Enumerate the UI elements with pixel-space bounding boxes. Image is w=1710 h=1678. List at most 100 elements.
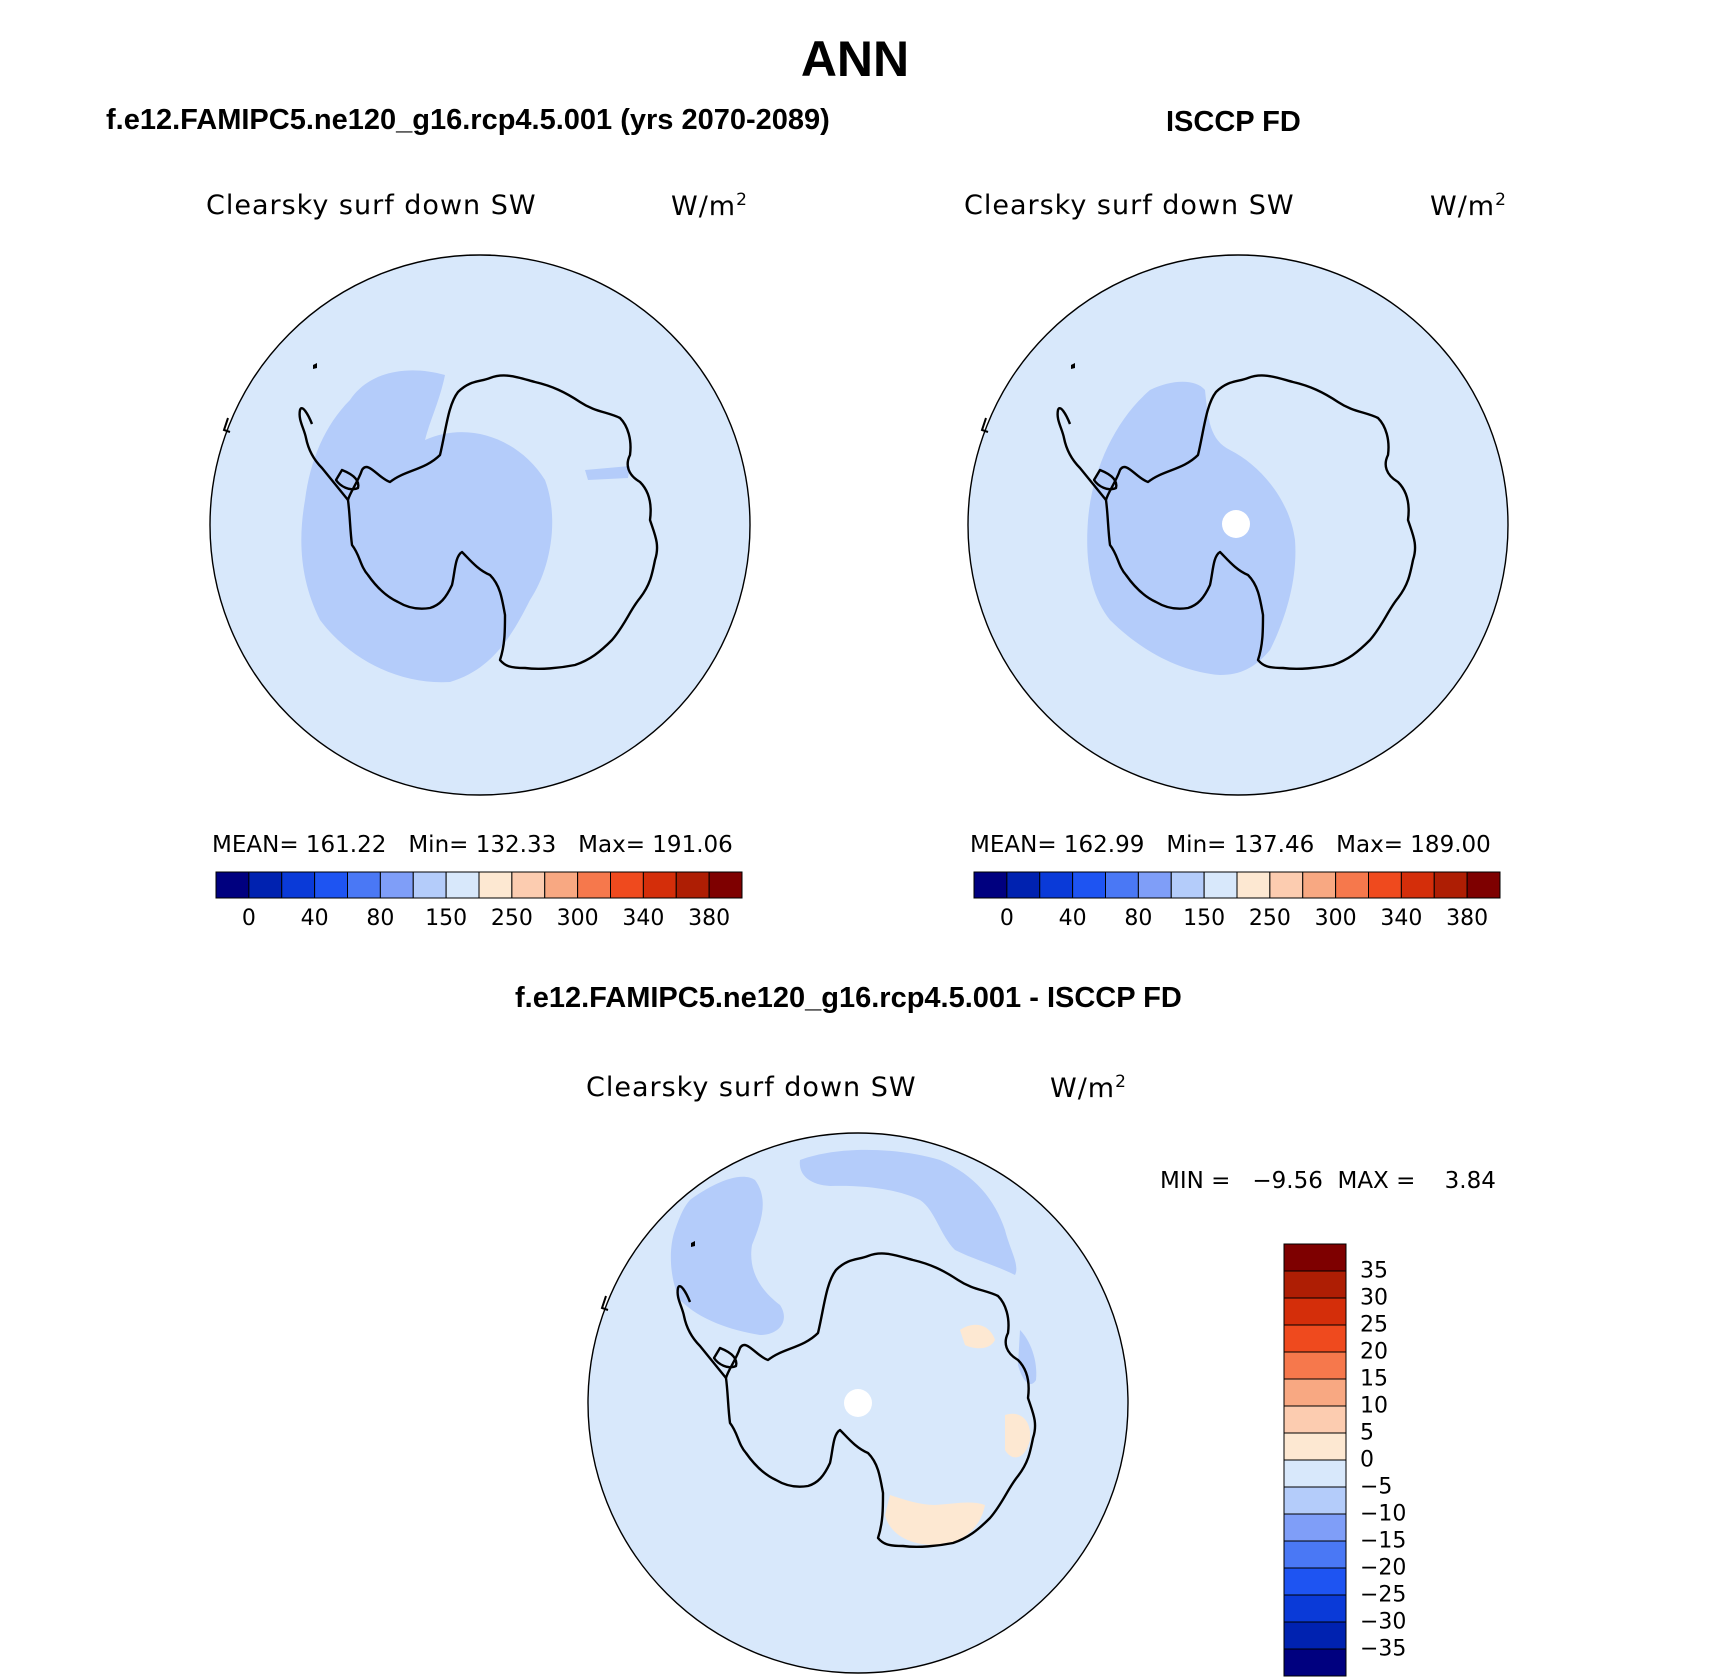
panel-3-neg-region-north [799,1149,1017,1275]
panel-2-colorbar-swatch [973,871,1008,899]
panel-1-ice-shelf-patch [585,466,630,480]
panel-3-colorbar-swatch [1283,1432,1347,1461]
panel-2-colorbar-swatch [1006,871,1041,899]
panel-2-map-border [967,254,1509,796]
panel-1-antarctica-coastline [346,374,659,670]
panel-3-colorbar-tick-label: 35 [1360,1258,1388,1284]
panel-1-colorbar-tick-label: 40 [300,906,329,931]
panel-2-colorbar-tick-label: 80 [1124,906,1153,931]
panel-3-pos-region-ne [960,1324,995,1349]
panel-3-neg-region-east [1018,1330,1037,1385]
panel-3-neg-region-west [670,1176,784,1335]
panel-1-title: f.e12.FAMIPC5.ne120_g16.rcp4.5.001 (yrs … [106,104,830,136]
panel-3-colorbar-tick-label: −35 [1360,1636,1407,1662]
panel-3-colorbar-swatch [1283,1459,1347,1488]
panel-2-colorbar-swatch [1269,871,1304,899]
panel-1-colorbar-swatch [478,871,513,899]
panel-2-colorbar-swatch [1203,871,1238,899]
panel-3-pos-region-south [885,1495,985,1545]
panel-3-colorbar-swatch [1283,1540,1347,1569]
panel-2-colorbar-swatch [1170,871,1205,899]
panel-3-map-border [587,1132,1129,1674]
panel-3-island-2 [600,1295,609,1311]
panel-2-colorbar-swatch [1400,871,1435,899]
panel-3-colorbar-swatch [1283,1351,1347,1380]
panel-3-colorbar-tick-label: 20 [1360,1339,1388,1365]
panel-3-colorbar-swatch [1283,1270,1347,1299]
panel-2-colorbar-swatch [1236,871,1271,899]
panel-3-colorbar-swatch [1283,1243,1347,1272]
panel-3-colorbar-tick-label: −30 [1360,1609,1407,1635]
panel-3-colorbar-tick-label: −10 [1360,1501,1407,1527]
panel-1-colorbar-tick-label: 150 [425,906,468,931]
panel-2-colorbar-tick-label: 0 [999,906,1014,931]
panel-1-island-2 [222,417,231,433]
panel-2-unit: W/m2 [1430,190,1507,222]
panel-2-island [1071,363,1075,369]
panel-3-colorbar-tick-label: −15 [1360,1528,1407,1554]
panel-1-map-border [209,254,751,796]
figure-title: ANN [800,31,910,87]
panel-1-low-region [301,370,553,683]
panel-1-island [313,363,317,369]
panel-3-colorbar-swatch [1283,1513,1347,1542]
panel-3-colorbar-swatch [1283,1648,1347,1677]
panel-3-colorbar-swatch [1283,1621,1347,1650]
panel-3-peninsula-coastline [676,1285,738,1379]
panel-1-colorbar-swatch [379,871,414,899]
panel-3-title: f.e12.FAMIPC5.ne120_g16.rcp4.5.001 - ISC… [515,982,1182,1014]
panel-2-colorbar [973,871,1501,899]
panel-3-colorbar-tick-label: 5 [1360,1420,1374,1446]
panel-3-colorbar-swatch [1283,1378,1347,1407]
panel-2-colorbar-swatch [1433,871,1468,899]
panel-2-colorbar-swatch [1137,871,1172,899]
panel-2-low-region [1087,381,1296,675]
panel-3-colorbar-tick-label: 10 [1360,1393,1388,1419]
panel-2-stats: MEAN= 162.99 Min= 137.46 Max= 189.00 [970,832,1491,858]
panel-2-colorbar-swatch [1466,871,1501,899]
panel-3-stats: MIN = −9.56 MAX = 3.84 [1160,1168,1496,1194]
panel-3-colorbar-tick-label: −20 [1360,1555,1407,1581]
panel-3-unit: W/m2 [1050,1072,1127,1104]
panel-3-colorbar-swatch [1283,1594,1347,1623]
panel-3-pos-region-east [1005,1413,1031,1458]
panel-2-antarctica-coastline [1104,374,1417,670]
panel-1-stats: MEAN= 161.22 Min= 132.33 Max= 191.06 [212,832,733,858]
panel-1-colorbar-swatch [511,871,546,899]
panel-1-colorbar-swatch [281,871,316,899]
panel-3-variable: Clearsky surf down SW [586,1072,917,1103]
panel-3-colorbar-ticks: 35 30 25 20 15 10 5 0 −5 −10 −15 −20 −25 −30 −35 [1360,1244,1440,1674]
panel-2-variable: Clearsky surf down SW [964,190,1295,221]
panel-3-colorbar-tick-label: 25 [1360,1312,1388,1338]
panel-3-antarctica-coastline [724,1252,1037,1548]
panel-1-colorbar-swatch [642,871,677,899]
panel-1-colorbar-swatch [544,871,579,899]
panel-1-colorbar-tick-label: 80 [366,906,395,931]
panel-3-colorbar [1283,1243,1347,1677]
panel-1-colorbar-swatch [708,871,743,899]
panel-2-colorbar-tick-label: 300 [1314,906,1357,931]
panel-2-peninsula-coastline [1056,407,1118,501]
panel-1-colorbar-tick-label: 380 [688,906,731,931]
panel-3-colorbar-swatch [1283,1567,1347,1596]
panel-1-colorbar-tick-label: 250 [490,906,533,931]
panel-2-missing-data [1222,510,1250,538]
panel-1-variable: Clearsky surf down SW [206,190,537,221]
panel-3-colorbar-swatch [1283,1297,1347,1326]
panel-3-colorbar-swatch [1283,1324,1347,1353]
panel-1-colorbar-tick-label: 300 [556,906,599,931]
panel-2-colorbar-tick-label: 250 [1248,906,1291,931]
panel-2-colorbar-swatch [1368,871,1402,899]
panel-3-island [691,1241,695,1247]
panel-1-peninsula-coastline [298,407,360,501]
panel-1-colorbar-swatch [412,871,447,899]
panel-1-colorbar-swatch [445,871,480,899]
panel-3-colorbar-tick-label: −25 [1360,1582,1407,1608]
panel-2-colorbar-ticks: 0 40 80 150 250 300 340 380 [974,906,1500,936]
panel-2-title: ISCCP FD [1166,106,1301,138]
panel-3-colorbar-tick-label: 15 [1360,1366,1388,1392]
panel-2-colorbar-swatch [1302,871,1337,899]
